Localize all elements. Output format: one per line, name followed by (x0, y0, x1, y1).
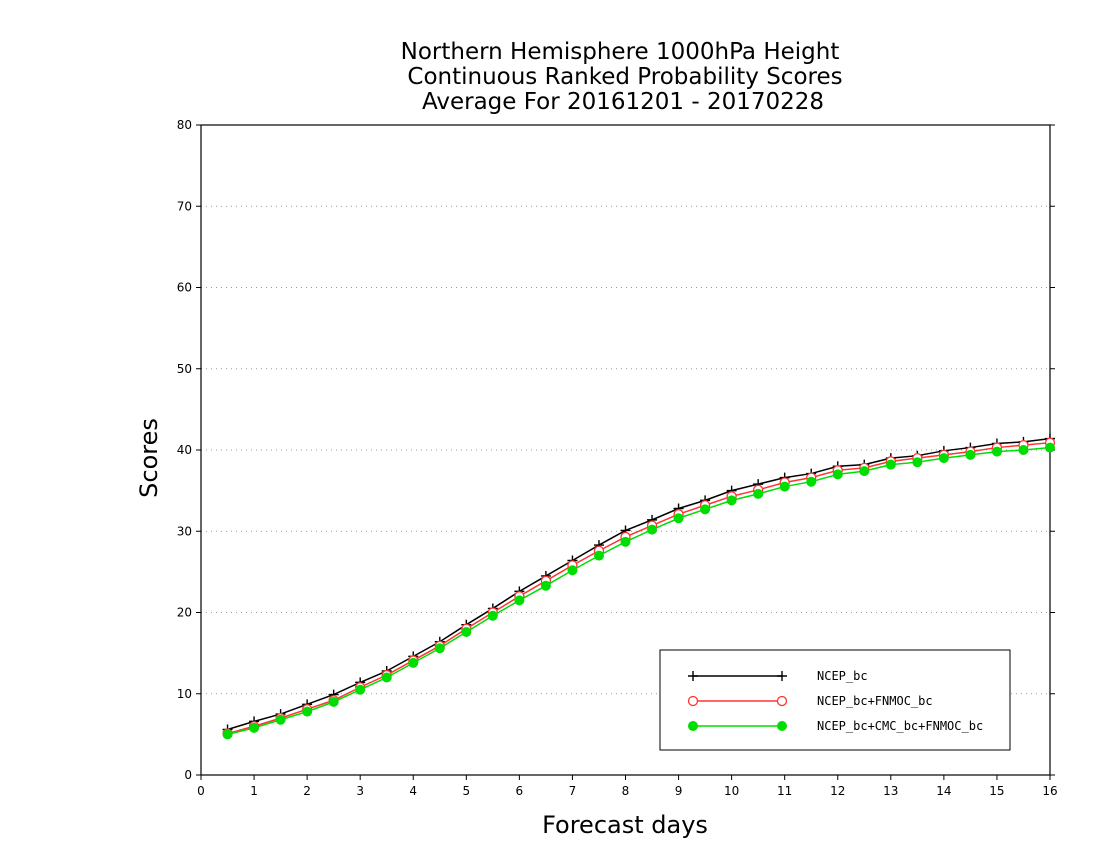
title-line-1: Northern Hemisphere 1000hPa Height (401, 39, 840, 65)
grid-lines (201, 205, 1050, 695)
data-point-filled-circle (249, 722, 260, 733)
data-point-filled-circle (779, 481, 790, 492)
y-tick-label: 30 (177, 524, 192, 538)
data-point-filled-circle (487, 610, 498, 621)
y-tick-label: 0 (184, 768, 192, 782)
legend-items: NCEP_bc NCEP_bc+FNMOC_bc NCEP_bc+CMC_bc+FN… (687, 669, 983, 733)
data-point-filled-circle (381, 672, 392, 683)
data-point-open-circle (776, 695, 788, 707)
x-tick-label: 11 (777, 784, 792, 798)
x-tick-label: 14 (936, 784, 951, 798)
x-tick-label: 7 (569, 784, 577, 798)
x-tick-label: 0 (197, 784, 205, 798)
data-point-filled-circle (991, 446, 1002, 457)
legend-label: NCEP_bc (817, 669, 868, 683)
data-point-filled-circle (885, 459, 896, 470)
data-point-filled-circle (275, 714, 286, 725)
x-tick-label: 12 (830, 784, 845, 798)
data-point-filled-circle (302, 706, 313, 717)
legend-item: NCEP_bc+CMC_bc+FNMOC_bc (688, 719, 983, 733)
legend: NCEP_bc NCEP_bc+FNMOC_bc NCEP_bc+CMC_bc+FN… (659, 649, 1011, 751)
y-tick-label: 70 (177, 199, 192, 213)
data-point-filled-circle (753, 488, 764, 499)
x-tick-label: 9 (675, 784, 683, 798)
y-tick-label: 80 (177, 118, 192, 132)
data-point-filled-circle (647, 524, 658, 535)
title-line-3: Average For 20161201 - 20170228 (422, 89, 824, 115)
data-point-filled-circle (408, 657, 419, 668)
data-point-filled-circle (912, 457, 923, 468)
x-tick-label: 8 (622, 784, 630, 798)
legend-item: NCEP_bc (688, 669, 868, 683)
x-tick-label: 2 (303, 784, 311, 798)
data-point-filled-circle (673, 513, 684, 524)
y-tick-label: 10 (177, 687, 192, 701)
data-point-open-circle (687, 695, 699, 707)
y-tick-label: 60 (177, 281, 192, 295)
x-tick-label: 4 (409, 784, 417, 798)
title-line-2: Continuous Ranked Probability Scores (407, 64, 842, 90)
data-point-filled-circle (700, 504, 711, 515)
x-axis-title: Forecast days (542, 811, 708, 839)
data-point-filled-circle (777, 721, 787, 731)
data-point-filled-circle (540, 580, 551, 591)
x-tick-label: 10 (724, 784, 739, 798)
y-axis-title: Scores (135, 418, 163, 498)
data-point-filled-circle (688, 721, 698, 731)
legend-label: NCEP_bc+FNMOC_bc (817, 694, 933, 708)
data-point-filled-circle (593, 550, 604, 561)
data-point-plus (688, 671, 698, 681)
x-tick-label: 5 (462, 784, 470, 798)
data-point-filled-circle (965, 449, 976, 460)
x-tick-label: 6 (516, 784, 524, 798)
data-point-filled-circle (434, 643, 445, 654)
data-point-filled-circle (1018, 445, 1029, 455)
data-point-filled-circle (938, 453, 949, 464)
data-point-filled-circle (620, 536, 631, 547)
x-tick-label: 16 (1042, 784, 1057, 798)
y-tick-label: 50 (177, 362, 192, 376)
data-point-filled-circle (514, 595, 525, 606)
chart-title: Northern Hemisphere 1000hPa Height Conti… (401, 39, 843, 115)
x-tick-label: 15 (989, 784, 1004, 798)
y-tick-label: 40 (177, 443, 192, 457)
legend-label: NCEP_bc+CMC_bc+FNMOC_bc (817, 719, 983, 733)
data-point-filled-circle (859, 466, 870, 477)
legend-item: NCEP_bc+FNMOC_bc (687, 694, 933, 708)
x-tick-label: 3 (356, 784, 364, 798)
data-point-filled-circle (1045, 442, 1055, 453)
x-tick-label: 1 (250, 784, 258, 798)
data-point-filled-circle (567, 565, 578, 576)
data-point-plus (777, 671, 787, 681)
data-point-filled-circle (806, 476, 817, 487)
data-point-filled-circle (222, 729, 233, 740)
data-point-filled-circle (355, 684, 366, 695)
series-NCEP_bc+CMC_bc+FNMOC_bc (222, 442, 1055, 740)
data-point-filled-circle (461, 627, 472, 637)
y-tick-label: 20 (177, 606, 192, 620)
x-tick-label: 13 (883, 784, 898, 798)
series-lines (222, 433, 1056, 740)
data-point-filled-circle (832, 469, 843, 480)
data-point-filled-circle (726, 495, 737, 506)
legend-box (659, 649, 1011, 751)
data-point-filled-circle (328, 696, 339, 707)
